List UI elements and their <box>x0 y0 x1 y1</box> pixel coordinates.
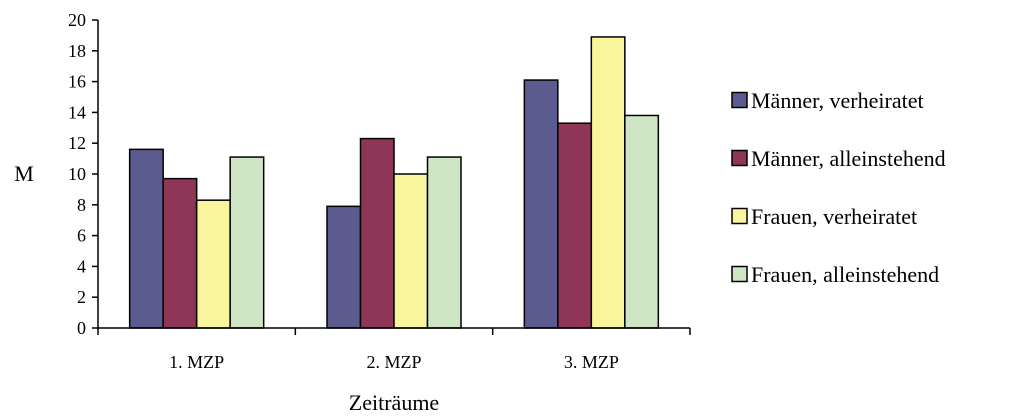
bar <box>523 79 559 329</box>
bar <box>195 199 231 329</box>
y-tick-label: 14 <box>68 102 86 122</box>
bar <box>359 137 395 329</box>
legend: Männer, verheiratet Männer, alleinstehend… <box>731 88 946 287</box>
legend-swatch <box>731 265 748 283</box>
y-axis-title: M <box>14 161 34 186</box>
y-tick-label: 12 <box>68 133 86 153</box>
x-axis-title: Zeiträume <box>349 390 439 415</box>
y-tick-label: 10 <box>68 164 86 184</box>
bar <box>426 156 462 329</box>
y-tick-label: 0 <box>77 318 86 338</box>
x-tick-label: 2. MZP <box>366 352 421 372</box>
legend-label: Frauen, alleinstehend <box>751 262 939 287</box>
x-ticks-group: 1. MZP 2. MZP 3. MZP <box>97 328 691 372</box>
bar <box>229 156 265 329</box>
bar <box>590 36 626 329</box>
y-ticks-group: 0 2 4 6 8 10 12 14 16 18 20 <box>68 10 98 338</box>
bar <box>557 122 593 329</box>
bars-group <box>128 36 660 329</box>
bar <box>162 177 198 329</box>
legend-label: Männer, verheiratet <box>751 88 924 113</box>
legend-swatch <box>731 207 748 225</box>
legend-swatch <box>731 149 748 167</box>
x-tick-label: 3. MZP <box>564 352 619 372</box>
y-tick-label: 20 <box>68 10 86 30</box>
legend-swatch <box>731 91 748 109</box>
bar <box>393 173 429 329</box>
bar <box>326 205 362 329</box>
y-tick-label: 18 <box>68 41 86 61</box>
y-tick-label: 8 <box>77 195 86 215</box>
legend-label: Frauen, verheiratet <box>751 204 917 229</box>
x-tick-label: 1. MZP <box>169 352 224 372</box>
y-tick-label: 4 <box>77 256 86 276</box>
y-tick-label: 6 <box>77 226 86 246</box>
y-tick-label: 16 <box>68 72 86 92</box>
y-tick-label: 2 <box>77 287 86 307</box>
bar <box>624 114 660 329</box>
legend-label: Männer, alleinstehend <box>751 146 946 171</box>
bar <box>128 148 164 329</box>
